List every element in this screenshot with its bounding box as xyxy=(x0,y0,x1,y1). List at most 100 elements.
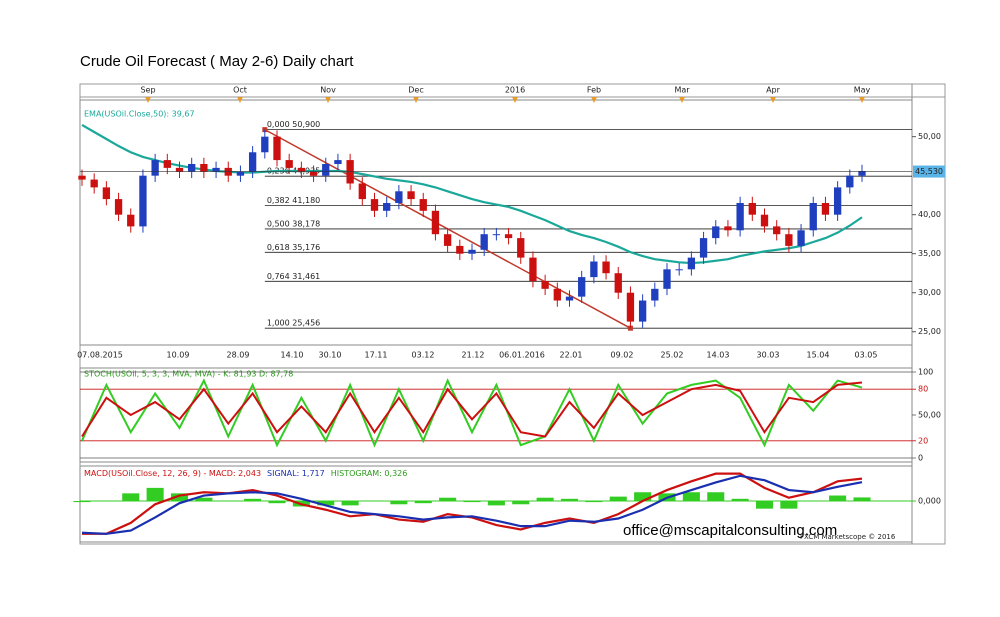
histogram-bar xyxy=(390,501,408,505)
candle-body xyxy=(675,269,683,271)
last-price-box xyxy=(913,165,945,178)
candle-body xyxy=(602,261,610,274)
candle-body xyxy=(114,199,123,215)
histogram-bar xyxy=(731,498,749,501)
candle-body xyxy=(163,160,171,168)
x-tick-label: 30.10 xyxy=(319,351,342,360)
candle-body xyxy=(565,296,574,301)
macd-name: MACD(USOil.Close, 12, 26, 9) - MACD: 2,0… xyxy=(84,469,261,478)
histogram-bar xyxy=(512,501,530,505)
candle-body xyxy=(846,175,854,188)
credit: FXCM Marketscope © 2016 xyxy=(800,533,896,541)
candle-body xyxy=(297,167,306,172)
month-label: Oct xyxy=(233,86,247,95)
candle-body xyxy=(712,226,720,239)
histogram-bar xyxy=(536,497,554,501)
month-marker xyxy=(770,97,776,103)
hist-name: HISTOGRAM: 0,326 xyxy=(331,469,408,478)
candle-body xyxy=(395,191,403,203)
candle-body xyxy=(858,171,866,176)
x-tick-label: 06.01.2016 xyxy=(499,351,545,360)
candle-body xyxy=(480,234,488,250)
x-tick-label: 21.12 xyxy=(462,351,485,360)
month-label: 2016 xyxy=(505,86,525,95)
candle-body xyxy=(492,234,501,236)
month-label: Nov xyxy=(320,86,336,95)
histogram-bar xyxy=(804,501,822,502)
fib-label: 0,764 31,461 xyxy=(267,272,320,281)
histogram-bar xyxy=(244,498,262,501)
candle-body xyxy=(724,226,732,231)
candle-body xyxy=(833,187,842,215)
candle-body xyxy=(553,288,561,301)
x-tick-label: 30.03 xyxy=(757,351,780,360)
candle-body xyxy=(809,202,817,231)
candle-body xyxy=(309,171,318,176)
candle-body xyxy=(626,292,635,322)
x-tick-label: 25.02 xyxy=(661,351,684,360)
candle-body xyxy=(127,214,135,227)
x-tick-label: 14.10 xyxy=(281,351,304,360)
stoch-tick-label: 80 xyxy=(918,385,928,394)
price-panel xyxy=(79,99,913,346)
fib-label: 0,000 50,900 xyxy=(267,120,320,129)
candle-body xyxy=(151,160,159,176)
histogram-bar xyxy=(195,497,213,501)
histogram-bar xyxy=(634,492,652,501)
signal-line xyxy=(81,474,863,535)
month-marker xyxy=(859,97,865,103)
candle-body xyxy=(200,163,208,172)
candle-body xyxy=(90,179,98,188)
candle-body xyxy=(638,300,647,322)
histogram-bar xyxy=(414,501,432,504)
y-tick-label: 50,00 xyxy=(918,132,941,141)
fib-label: 1,000 25,456 xyxy=(267,319,320,328)
candle-body xyxy=(748,202,756,215)
candle-body xyxy=(273,136,281,161)
histogram-bar xyxy=(97,501,115,502)
y-tick-label: 40,00 xyxy=(918,210,941,219)
candle-body xyxy=(443,234,452,246)
candle-body xyxy=(517,238,525,258)
candle-body xyxy=(358,183,366,200)
x-tick-label: 28.09 xyxy=(227,351,250,360)
x-tick-label: 09.02 xyxy=(611,351,634,360)
candle-body xyxy=(760,214,769,227)
x-tick-label: 17.11 xyxy=(365,351,388,360)
x-tick-label: 22.01 xyxy=(560,351,583,360)
histogram-bar xyxy=(487,501,505,506)
histogram-bar xyxy=(707,492,725,501)
x-tick-label: 14.03 xyxy=(707,351,730,360)
candle-body xyxy=(529,257,537,282)
email: office@mscapitalconsulting.com xyxy=(623,522,837,539)
month-label: May xyxy=(854,86,871,95)
candle-body xyxy=(468,249,476,254)
fib-anchor xyxy=(627,325,633,331)
month-marker xyxy=(679,97,685,103)
histogram-bar xyxy=(439,497,457,501)
histogram-bar xyxy=(682,492,700,501)
candle-body xyxy=(78,175,86,180)
month-label: Sep xyxy=(140,86,155,95)
candle-body xyxy=(541,281,549,289)
fib-label: 0,618 35,176 xyxy=(267,243,320,252)
histogram-bar xyxy=(463,501,481,503)
candle-body xyxy=(736,202,744,231)
x-tick-label: 03.12 xyxy=(412,351,435,360)
candle-body xyxy=(383,202,391,211)
candle-body xyxy=(456,245,464,254)
histogram-bar xyxy=(780,501,798,509)
y-tick-label: 30,00 xyxy=(918,288,941,297)
month-marker xyxy=(145,97,151,103)
candle-body xyxy=(699,238,708,258)
candle-body xyxy=(188,163,196,172)
x-tick-label: 10.09 xyxy=(167,351,190,360)
month-marker xyxy=(413,97,419,103)
fib-label: 0,500 38,178 xyxy=(267,219,320,228)
macd-label: MACD(USOil.Close, 12, 26, 9) - MACD: 2,0… xyxy=(84,469,407,478)
ema-line xyxy=(81,124,863,265)
ema-label: EMA(USOil.Close,50): 39,67 xyxy=(84,110,195,119)
candle-body xyxy=(175,167,184,172)
histogram-bar xyxy=(560,498,579,501)
